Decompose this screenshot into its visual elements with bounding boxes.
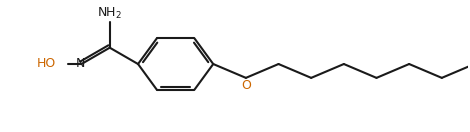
Text: HO: HO xyxy=(37,56,56,70)
Text: O: O xyxy=(241,79,251,92)
Text: NH$_2$: NH$_2$ xyxy=(97,6,122,21)
Text: N: N xyxy=(76,56,85,70)
